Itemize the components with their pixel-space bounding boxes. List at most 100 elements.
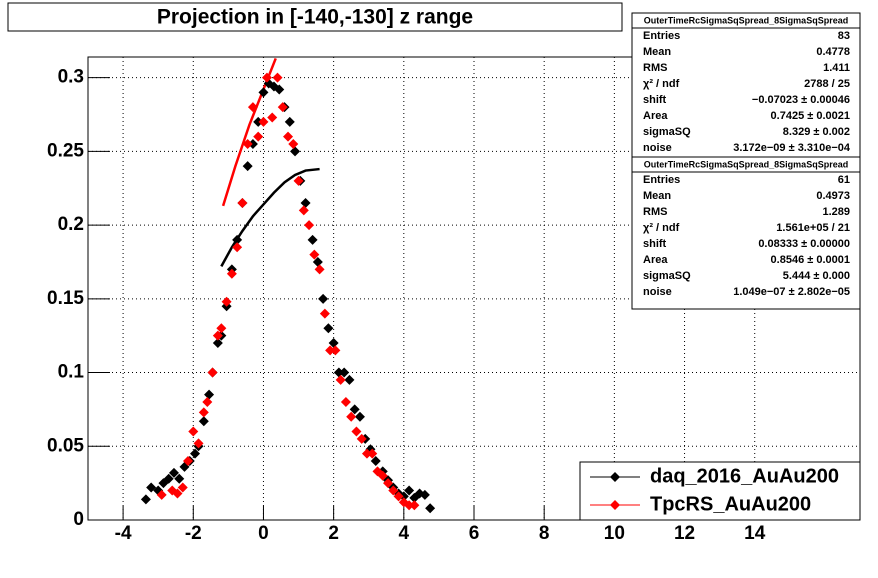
stats-value: 83 <box>838 30 850 42</box>
stats-title: OuterTimeRcSigmaSqSpread_8SigmaSqSpread <box>644 159 848 169</box>
point <box>274 84 285 95</box>
point <box>300 197 311 208</box>
point <box>212 338 223 349</box>
stats-value: 2788 / 25 <box>804 78 850 90</box>
point <box>388 485 399 496</box>
stats-label: RMS <box>643 206 667 218</box>
point <box>247 138 258 149</box>
stats-value: 8.329 ± 0.002 <box>783 126 850 138</box>
stats-label: sigmaSQ <box>643 126 691 138</box>
point <box>183 456 194 467</box>
stats-value: 3.172e−09 ± 3.310e−04 <box>733 142 851 154</box>
point <box>261 72 272 83</box>
legend-marker <box>610 500 620 510</box>
y-tick-label: 0.05 <box>47 435 84 456</box>
point <box>258 116 269 127</box>
point <box>242 161 253 172</box>
stats-label: Area <box>643 254 668 266</box>
point <box>370 456 381 467</box>
stats-label: Entries <box>643 174 680 186</box>
point <box>393 491 404 502</box>
stats-label: Mean <box>643 190 671 202</box>
point <box>409 500 420 511</box>
stats-value: 61 <box>838 174 850 186</box>
point <box>267 112 278 123</box>
stats-value: 1.049e−07 ± 2.802e−05 <box>733 286 850 298</box>
y-tick-label: 0.2 <box>58 214 84 235</box>
stats-label: noise <box>643 286 672 298</box>
point <box>212 330 223 341</box>
stats-value: 0.4778 <box>816 46 850 58</box>
point <box>226 268 237 279</box>
point <box>193 438 204 449</box>
point <box>221 296 232 307</box>
stats-label: Area <box>643 110 668 122</box>
point <box>253 116 264 127</box>
title-box <box>7 2 623 32</box>
x-tick-label: 2 <box>328 523 339 544</box>
point <box>404 500 415 511</box>
point <box>346 411 357 422</box>
point <box>177 482 188 493</box>
point <box>361 448 372 459</box>
point <box>349 404 360 415</box>
stats-value: 1.561e+05 / 21 <box>776 222 850 234</box>
stats-label: χ² / ndf <box>643 78 680 90</box>
stats-label: shift <box>643 238 667 250</box>
point <box>333 367 344 378</box>
point <box>288 138 299 149</box>
point <box>307 234 318 245</box>
stats-value: 5.444 ± 0.000 <box>783 270 850 282</box>
point <box>328 338 339 349</box>
point <box>398 491 409 502</box>
point <box>216 323 227 334</box>
point <box>198 407 209 418</box>
point <box>198 416 209 427</box>
y-tick-label: 0.15 <box>47 288 84 309</box>
point <box>283 131 294 142</box>
point <box>383 478 394 489</box>
point <box>377 470 388 481</box>
point <box>356 433 367 444</box>
point <box>344 374 355 385</box>
point <box>309 249 320 260</box>
point <box>325 345 336 356</box>
stats-value: 0.08333 ± 0.00000 <box>758 238 850 250</box>
stats-value: −0.07023 ± 0.00046 <box>752 94 850 106</box>
point <box>188 426 199 437</box>
point <box>242 138 253 149</box>
legend-marker <box>610 472 620 482</box>
x-tick-label: 4 <box>399 523 410 544</box>
x-tick-label: 10 <box>604 523 625 544</box>
point <box>340 397 351 408</box>
x-tick-label: 12 <box>674 523 695 544</box>
point <box>367 448 378 459</box>
stats-value: 1.289 <box>822 206 850 218</box>
y-tick-label: 0.1 <box>58 362 85 383</box>
stats-label: RMS <box>643 62 667 74</box>
point <box>168 467 179 478</box>
point <box>330 345 341 356</box>
point <box>404 485 415 496</box>
point <box>277 102 288 113</box>
point <box>204 389 215 400</box>
point <box>272 72 283 83</box>
stats-label: χ² / ndf <box>643 222 680 234</box>
point <box>247 102 258 113</box>
point <box>290 146 301 157</box>
point <box>312 256 323 267</box>
point <box>284 116 295 127</box>
point <box>163 473 174 484</box>
point <box>319 308 330 319</box>
point <box>354 411 365 422</box>
stats-value: 0.8546 ± 0.0001 <box>771 254 850 266</box>
y-tick-label: 0.25 <box>47 140 84 161</box>
stats-value: 0.4973 <box>816 190 850 202</box>
stats-title: OuterTimeRcSigmaSqSpread_8SigmaSqSpread <box>644 15 848 25</box>
point <box>258 87 269 98</box>
legend-box <box>579 461 861 521</box>
point <box>156 489 167 500</box>
stats-label: Entries <box>643 30 680 42</box>
stats-box <box>631 156 861 310</box>
point <box>318 293 329 304</box>
